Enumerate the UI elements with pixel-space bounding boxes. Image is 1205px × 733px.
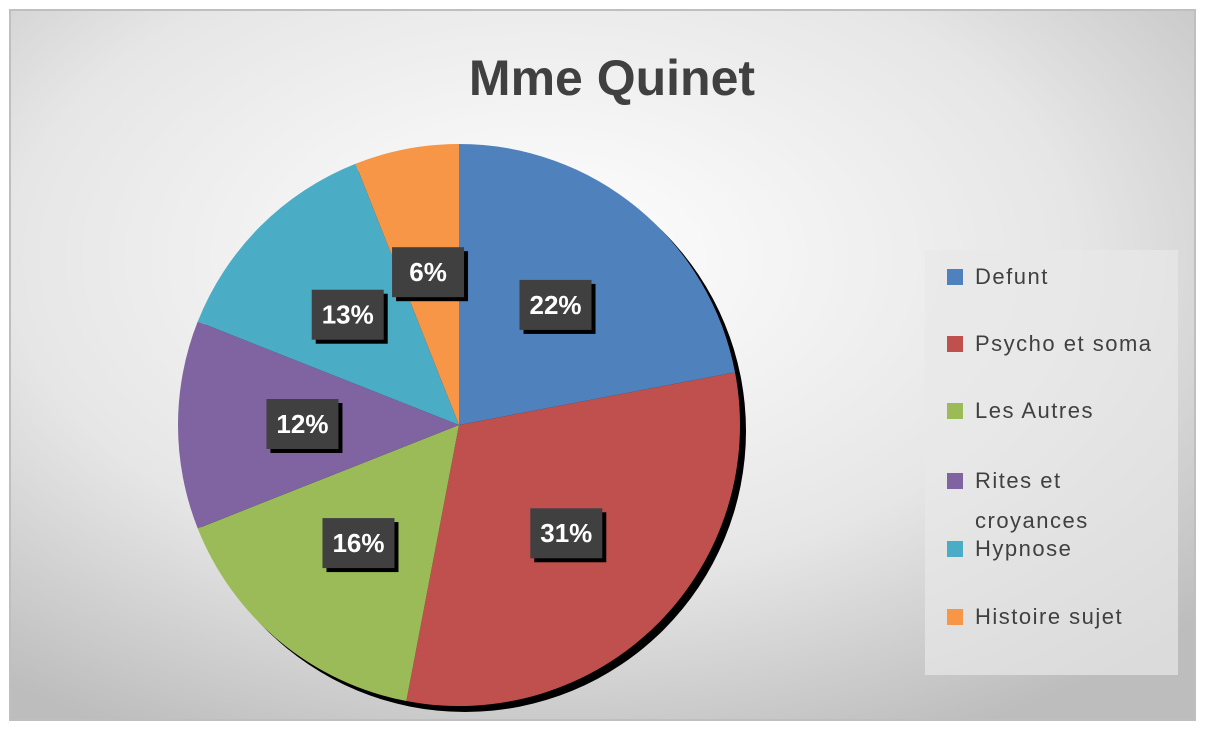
data-label: 6% (409, 257, 447, 287)
legend-swatch (947, 403, 963, 419)
legend-label: Hypnose (975, 536, 1073, 561)
legend-label: Rites et croyances (975, 468, 1089, 533)
label-box (519, 279, 592, 330)
chart-title: Mme Quinet (469, 50, 755, 106)
label-box (392, 247, 465, 298)
legend-label: Defunt (975, 264, 1049, 289)
label-box (311, 289, 384, 340)
legend-swatch (947, 609, 963, 625)
data-label: 16% (332, 528, 384, 558)
legend-swatch (947, 541, 963, 557)
pie-slice (459, 144, 736, 425)
legend-box (925, 250, 1178, 675)
label-box (322, 518, 395, 569)
data-label: 22% (529, 290, 581, 320)
data-label: 12% (276, 409, 328, 439)
legend-label: Psycho et soma (975, 331, 1153, 356)
legend-label: Les Autres (975, 398, 1094, 423)
data-label: 31% (540, 518, 592, 548)
data-label: 13% (322, 300, 374, 330)
legend-swatch (947, 269, 963, 285)
label-box (530, 508, 603, 559)
legend-label: Histoire sujet (975, 604, 1124, 629)
legend-swatch (947, 473, 963, 489)
legend-swatch (947, 336, 963, 352)
label-box (266, 399, 339, 449)
